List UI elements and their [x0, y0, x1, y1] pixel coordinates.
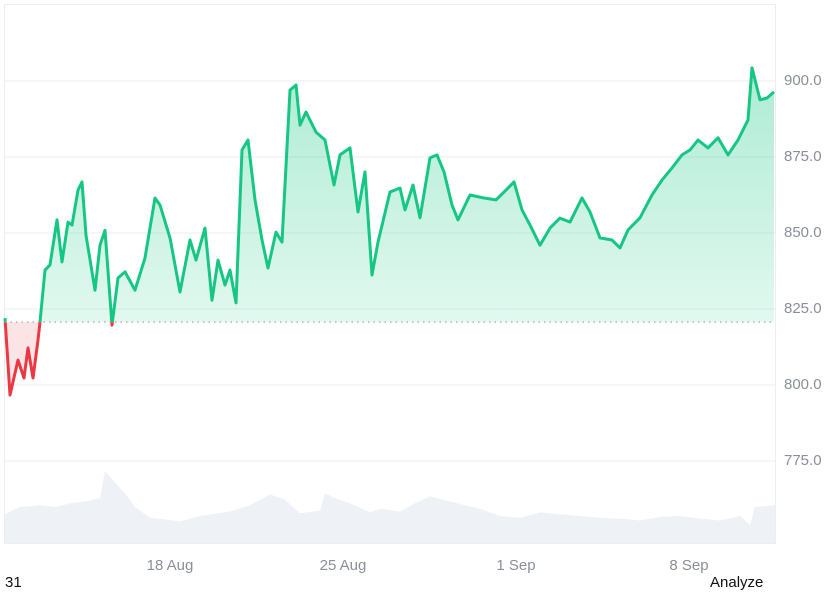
price-area-above-baseline — [5, 67, 774, 323]
x-tick-18-aug: 18 Aug — [146, 557, 194, 574]
volume-area — [5, 471, 775, 543]
x-tick-1-sep: 1 Sep — [496, 557, 536, 574]
date-fragment-label: 31 — [5, 574, 22, 591]
y-tick-850: 850.0 — [784, 224, 822, 241]
y-tick-800: 800.0 — [784, 376, 822, 393]
y-tick-900: 900.0 — [784, 72, 822, 89]
x-tick-25-aug: 25 Aug — [319, 557, 367, 574]
analyze-button[interactable]: Analyze — [710, 574, 764, 591]
x-tick-8-sep: 8 Sep — [669, 557, 709, 574]
y-tick-875: 875.0 — [784, 148, 822, 165]
plot-frame — [4, 4, 776, 544]
y-tick-775: 775.0 — [784, 452, 822, 469]
price-line-above-baseline — [3, 66, 775, 323]
y-tick-825: 825.0 — [784, 300, 822, 317]
